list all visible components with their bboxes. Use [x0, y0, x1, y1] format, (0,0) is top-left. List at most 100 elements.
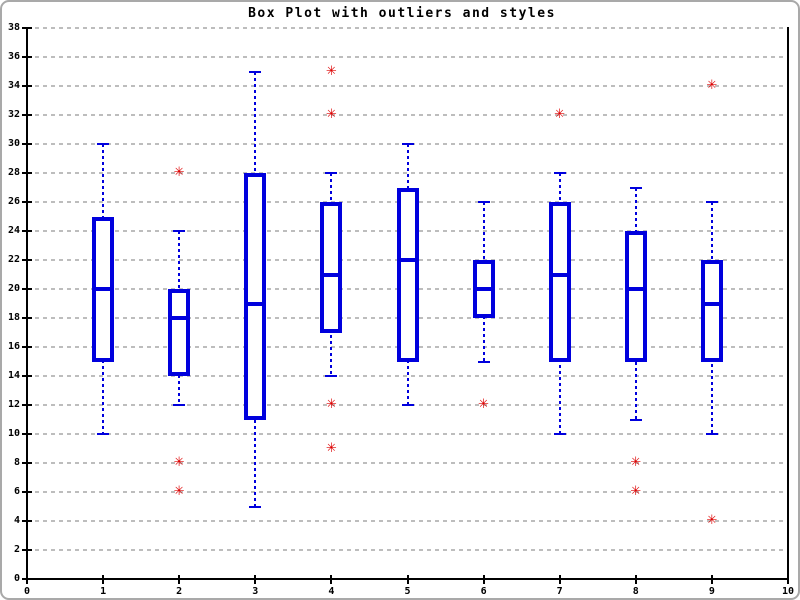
whisker-cap-high [401, 143, 414, 145]
outlier-marker: ✳ [554, 107, 566, 122]
y-tick-label: 10 [7, 428, 20, 439]
median-line [244, 301, 267, 306]
whisker-cap-low [705, 433, 718, 435]
x-tick-label: 10 [781, 586, 795, 597]
box-body [244, 173, 267, 420]
outlier-marker: ✳ [325, 440, 337, 456]
box-body [396, 187, 419, 362]
y-tick [22, 491, 32, 493]
x-tick [102, 575, 105, 584]
outlier-marker: ✳ [173, 484, 185, 499]
outlier-marker: ✳ [325, 107, 337, 122]
y-tick-label: 36 [7, 51, 20, 62]
whisker-cap-high [97, 143, 110, 145]
x-tick-label: 3 [252, 586, 259, 597]
x-tick [634, 575, 637, 584]
median-line [168, 316, 191, 320]
whisker-cap-high [629, 186, 642, 189]
y-tick [22, 549, 32, 551]
outlier-marker: ✳ [325, 63, 337, 79]
x-tick-label: 7 [556, 586, 563, 597]
x-tick-label: 1 [100, 586, 107, 597]
y-gridline [27, 85, 788, 87]
outlier-marker: ✳ [706, 78, 718, 93]
y-tick-label: 12 [7, 399, 20, 410]
y-tick-label: 16 [7, 341, 20, 352]
y-tick [22, 375, 32, 377]
y-tick [22, 201, 32, 203]
y-tick [22, 85, 32, 87]
y-tick [22, 230, 32, 232]
y-tick-label: 14 [7, 370, 20, 381]
outlier-marker: ✳ [325, 397, 337, 412]
x-tick-label: 0 [23, 586, 31, 597]
outlier-marker: ✳ [173, 455, 185, 470]
box-body [168, 289, 191, 376]
whisker-cap-high [249, 70, 262, 73]
whisker-cap-low [325, 375, 338, 377]
x-tick [26, 575, 28, 584]
right-border [787, 27, 789, 581]
chart-title: Box Plot with outliers and styles [248, 6, 556, 21]
outlier-marker: ✳ [706, 513, 718, 528]
box-body [320, 202, 343, 333]
whisker-cap-low [477, 360, 490, 363]
y-tick-label: 20 [7, 283, 20, 294]
x-tick-label: 8 [632, 586, 639, 597]
x-tick-label: 6 [480, 586, 487, 597]
y-tick-label: 26 [7, 196, 20, 207]
x-tick-label: 4 [328, 586, 335, 597]
y-tick [22, 404, 32, 406]
y-tick-label: 6 [13, 486, 20, 497]
y-tick-label: 18 [7, 312, 20, 323]
y-gridline [27, 56, 788, 58]
whisker-cap-low [97, 433, 110, 435]
y-axis [26, 27, 28, 581]
y-tick-label: 30 [7, 138, 20, 149]
x-tick [710, 575, 713, 584]
y-tick-label: 2 [13, 544, 20, 555]
whisker-cap-high [173, 230, 186, 232]
whisker-cap-low [249, 505, 262, 508]
x-tick-label: 2 [176, 586, 183, 597]
box-body [548, 202, 571, 362]
median-line [624, 287, 647, 291]
y-gridline [27, 520, 788, 522]
outlier-marker: ✳ [630, 455, 642, 470]
y-tick [22, 143, 32, 145]
x-tick [482, 575, 485, 584]
box-body [700, 260, 723, 362]
whisker-cap-high [325, 172, 338, 174]
box-body [624, 231, 647, 362]
x-tick [330, 575, 333, 584]
outlier-marker: ✳ [630, 484, 642, 499]
median-line [92, 287, 115, 291]
y-gridline [27, 27, 788, 29]
y-tick-label: 38 [7, 22, 20, 33]
whisker-cap-low [553, 433, 566, 435]
y-tick-label: 22 [7, 254, 20, 265]
y-tick-label: 28 [7, 167, 20, 178]
x-tick [787, 575, 789, 584]
whisker-cap-high [553, 172, 566, 174]
whisker-cap-low [401, 404, 414, 406]
x-tick [558, 575, 561, 584]
median-line [472, 287, 495, 291]
y-tick-label: 0 [13, 573, 20, 584]
x-tick-label: 9 [708, 586, 715, 597]
y-tick [22, 433, 32, 435]
y-tick [22, 462, 32, 464]
y-tick [22, 346, 32, 348]
y-tick [22, 259, 32, 261]
whisker-cap-high [705, 201, 718, 203]
y-gridline [27, 462, 788, 464]
y-tick-label: 24 [7, 225, 20, 236]
y-tick-label: 32 [7, 109, 20, 120]
y-tick [22, 520, 32, 522]
y-tick [22, 114, 32, 116]
y-gridline [27, 433, 788, 435]
y-tick-label: 4 [13, 515, 20, 526]
median-line [700, 301, 723, 306]
y-tick [22, 288, 32, 290]
